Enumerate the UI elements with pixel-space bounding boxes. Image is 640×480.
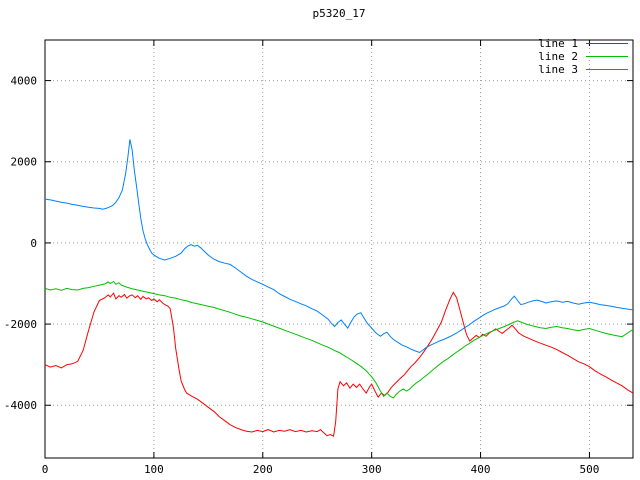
x-tick-label: 100 bbox=[144, 463, 164, 476]
x-tick-label: 300 bbox=[362, 463, 382, 476]
y-tick-label: 2000 bbox=[11, 156, 38, 169]
legend-line-sample-line2 bbox=[586, 56, 628, 57]
y-tick-label: 4000 bbox=[11, 75, 38, 88]
legend-line-sample-line3 bbox=[586, 69, 628, 70]
series-line-3 bbox=[44, 139, 634, 354]
legend-label-line2: line 2 bbox=[538, 50, 578, 63]
series-line-1 bbox=[44, 291, 634, 437]
x-tick-label: 500 bbox=[580, 463, 600, 476]
plot-border bbox=[44, 39, 634, 459]
legend-item-line2: line 2 bbox=[538, 50, 628, 63]
legend-item-line1: line 1 bbox=[538, 37, 628, 50]
y-tick-label: -4000 bbox=[4, 399, 37, 412]
legend: line 1 line 2 line 3 bbox=[538, 37, 628, 76]
y-tick-label: 0 bbox=[30, 237, 37, 250]
legend-item-line3: line 3 bbox=[538, 63, 628, 76]
y-tick-label: -2000 bbox=[4, 318, 37, 331]
legend-line-sample-line1 bbox=[586, 43, 628, 44]
x-tick-label: 400 bbox=[471, 463, 491, 476]
legend-label-line1: line 1 bbox=[538, 37, 578, 50]
series-line-2 bbox=[44, 280, 634, 399]
chart-title: p5320_17 bbox=[312, 7, 366, 20]
x-tick-label: 0 bbox=[42, 463, 49, 476]
legend-label-line3: line 3 bbox=[538, 63, 578, 76]
x-tick-label: 200 bbox=[253, 463, 273, 476]
